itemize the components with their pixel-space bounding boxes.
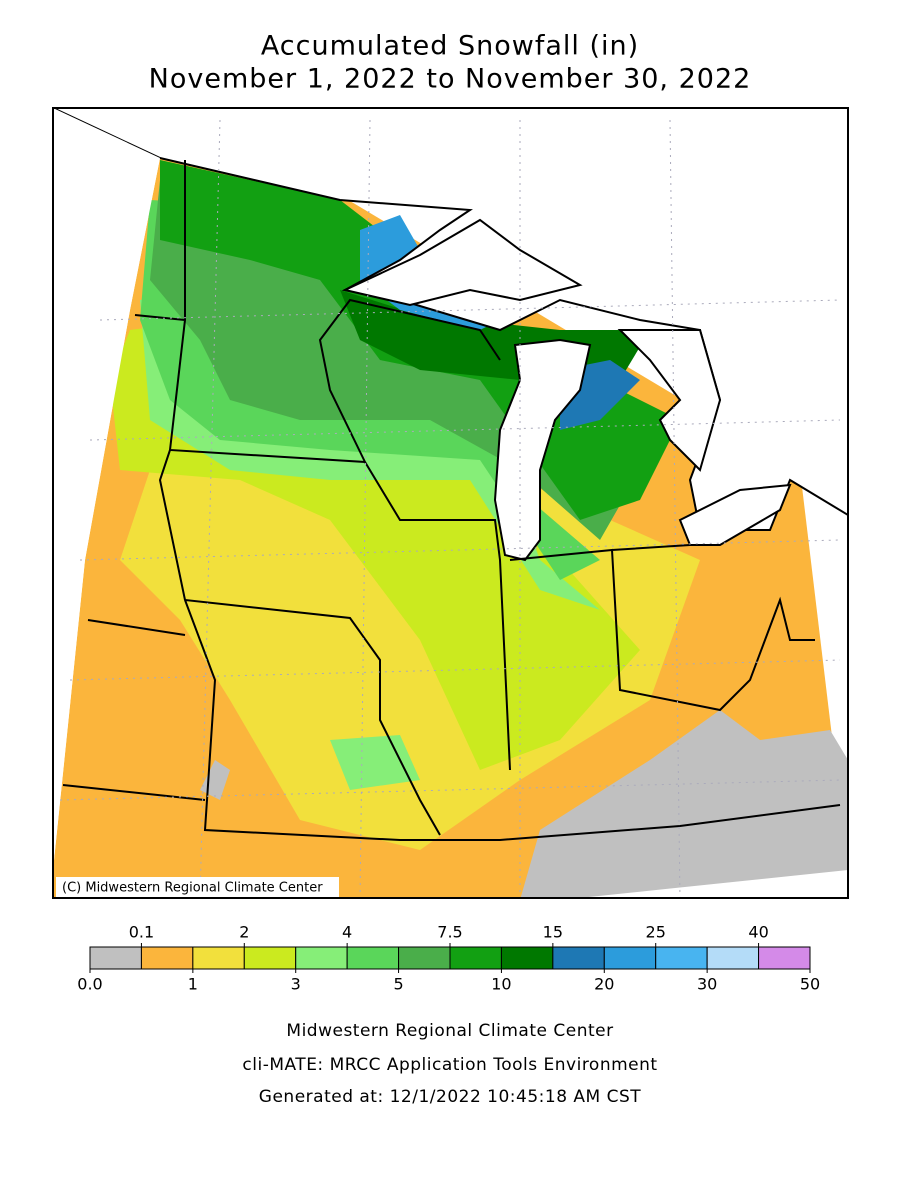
legend-label: 1: [188, 975, 198, 994]
legend-swatch: [500, 946, 554, 970]
legend-label: 15: [543, 923, 563, 942]
zone-grey: [520, 710, 848, 898]
legend-swatch: [552, 946, 605, 970]
map-credit: (C) Midwestern Regional Climate Center: [62, 881, 323, 896]
lake-huron: [617, 329, 722, 472]
bottom-white: [579, 870, 848, 898]
legend-label: 7.5: [437, 923, 462, 942]
map-frame: [52, 107, 849, 899]
footer-line: Midwestern Regional Climate Center: [286, 1021, 613, 1041]
map: (C) Midwestern Regional Climate Center: [53, 108, 848, 898]
legend-swatch: [295, 946, 348, 970]
graticule: [59, 119, 841, 898]
state-lines: [62, 160, 841, 841]
legend-swatch: [192, 946, 245, 970]
lake-superior: [341, 218, 583, 307]
legend-label: 0.1: [129, 923, 154, 942]
credit-box: [56, 877, 339, 897]
legend-label: 30: [697, 975, 717, 994]
legend-swatch: [449, 946, 502, 970]
left-white: [53, 108, 160, 870]
legend-label: 3: [291, 975, 301, 994]
legend-swatch: [398, 946, 451, 970]
legend-swatch: [89, 946, 142, 970]
legend-label: 0.0: [77, 975, 102, 994]
legend-swatch: [758, 946, 811, 970]
legend-swatch: [706, 946, 760, 970]
legend-label: 20: [594, 975, 614, 994]
legend-label: 5: [393, 975, 403, 994]
footer-line: cli-MATE: MRCC Application Tools Environ…: [242, 1055, 657, 1075]
legend-swatch: [140, 946, 194, 970]
footer-line: Generated at: 12/1/2022 10:45:18 AM CST: [259, 1087, 641, 1107]
legend-label: 50: [800, 975, 820, 994]
subtitle: November 1, 2022 to November 30, 2022: [149, 64, 752, 95]
legend: 0.0 0.1 1 2 3 4 5 7.5 10 15 20 25 30 40 50: [77, 923, 820, 994]
legend-label: 10: [491, 975, 511, 994]
legend-label: 4: [342, 923, 352, 942]
lake-michigan: [493, 338, 592, 562]
legend-label: 2: [239, 923, 249, 942]
legend-swatch: [346, 946, 400, 970]
legend-label: 25: [646, 923, 666, 942]
legend-swatch: [655, 946, 708, 970]
zone-lightgreen-2: [330, 735, 420, 790]
legend-label: 40: [748, 923, 768, 942]
legend-swatch: [603, 946, 657, 970]
legend-swatch: [243, 946, 297, 970]
title: Accumulated Snowfall (in): [261, 31, 639, 62]
